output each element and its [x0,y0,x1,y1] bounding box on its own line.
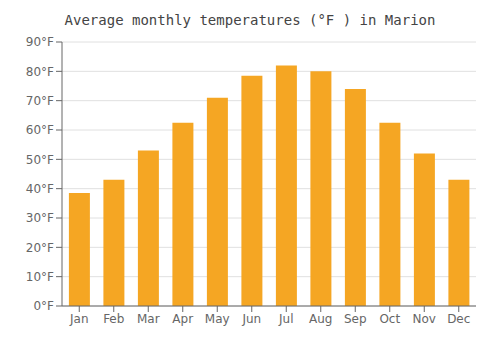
svg-text:10°F: 10°F [26,270,54,284]
svg-text:Jan: Jan [69,312,89,326]
svg-text:Jul: Jul [278,312,293,326]
svg-text:30°F: 30°F [26,211,54,225]
svg-text:40°F: 40°F [26,182,54,196]
svg-text:Mar: Mar [137,312,160,326]
html-text:Average monthly temperatures (: Average monthly temperatures (°F ) in Ma… [64,12,436,28]
svg-text:50°F: 50°F [26,153,54,167]
svg-text:Feb: Feb [103,312,124,326]
svg-text:60°F: 60°F [26,123,54,137]
svg-text:Aug: Aug [309,312,332,326]
svg-text:0°F: 0°F [33,299,54,313]
svg-text:Nov: Nov [413,312,436,326]
svg-text:Apr: Apr [172,312,193,326]
svg-text:May: May [205,312,230,326]
svg-text:80°F: 80°F [26,65,54,79]
svg-text:Oct: Oct [379,312,400,326]
svg-text:20°F: 20°F [26,241,54,255]
svg-text:70°F: 70°F [26,94,54,108]
svg-text:Jun: Jun [241,312,261,326]
svg-text:90°F: 90°F [26,35,54,49]
svg-text:Sep: Sep [344,312,367,326]
svg-text:Dec: Dec [447,312,470,326]
